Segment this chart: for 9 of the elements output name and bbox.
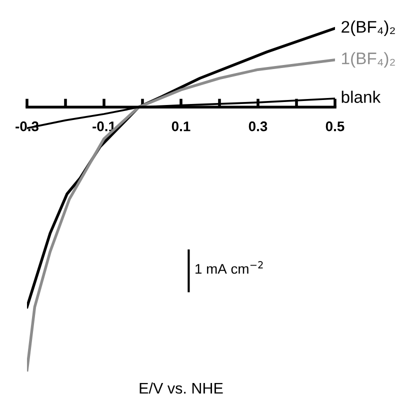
annotation: 1 mA cm$^{−2}$ [196,261,263,274]
x-tick-label: 0.3 [248,121,268,132]
x-tick-label: 0.1 [172,121,190,132]
x-axis-title: E/V vs. NHE [140,382,223,394]
series-label: 2(BF₄)₂ [342,20,395,36]
series-label: blank [342,90,381,103]
x-tick-label: -0.3 [16,121,38,132]
series-label: 1(BF₄)₂ [342,52,395,68]
x-tick-label: 0.5 [326,121,344,132]
